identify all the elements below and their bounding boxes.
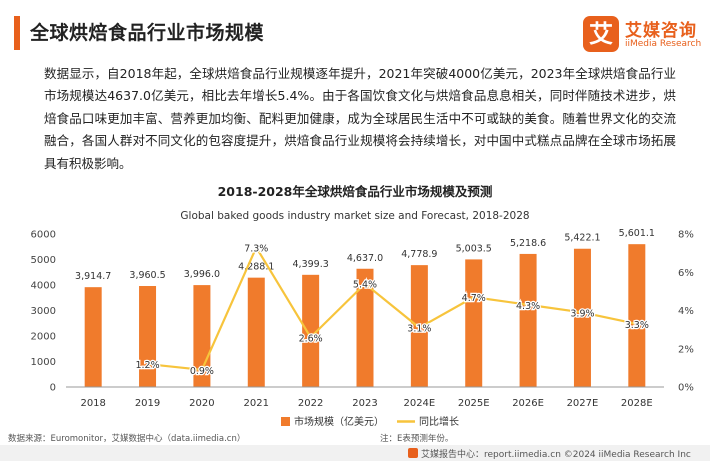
market-size-chart: 2018-2028年全球烘焙食品行业市场规模及预测 Global baked g… bbox=[31, 184, 694, 428]
brand-icon bbox=[408, 448, 418, 458]
growth-value-label: 7.3% bbox=[244, 243, 268, 254]
bar-value-label: 4,778.9 bbox=[401, 249, 437, 260]
growth-value-label: 1.2% bbox=[135, 360, 159, 371]
bar-2026E bbox=[519, 253, 537, 387]
x-axis-tick-label: 2019 bbox=[135, 398, 160, 409]
bar-value-label: 3,914.7 bbox=[75, 271, 111, 282]
logo-mark-icon: 艾 bbox=[583, 16, 619, 52]
left-axis-tick-label: 4000 bbox=[31, 281, 56, 292]
bar-2022 bbox=[302, 274, 320, 387]
chart-subtitle: Global baked goods industry market size … bbox=[180, 210, 529, 222]
growth-value-label: 5.4% bbox=[353, 280, 377, 291]
bar-2023 bbox=[356, 268, 374, 387]
bar-value-label: 3,960.5 bbox=[129, 270, 165, 281]
x-axis-tick-label: 2022 bbox=[298, 398, 323, 409]
x-axis-tick-label: 2021 bbox=[244, 398, 269, 409]
growth-value-label: 3.1% bbox=[407, 324, 431, 335]
right-axis: 0% 2% 4% 6% 8% bbox=[678, 230, 694, 394]
legend-bar-label: 市场规模（亿美元） bbox=[294, 415, 384, 428]
bar-value-label: 5,003.5 bbox=[456, 243, 492, 254]
x-axis-tick-label: 2020 bbox=[189, 398, 214, 409]
title-accent-bar bbox=[14, 16, 20, 50]
growth-line bbox=[147, 246, 638, 371]
growth-value-label: 3.3% bbox=[625, 320, 649, 331]
bar-2018 bbox=[84, 287, 102, 387]
x-axis-tick-label: 2028E bbox=[621, 398, 653, 409]
growth-value-label: 4.7% bbox=[462, 293, 486, 304]
brand-logo: 艾 艾媒咨询 iiMedia Research bbox=[583, 14, 703, 58]
bar-value-label: 4,637.0 bbox=[347, 253, 383, 264]
bar-2027E bbox=[573, 248, 591, 387]
x-axis-tick-label: 2025E bbox=[458, 398, 490, 409]
growth-value-label: 0.9% bbox=[190, 366, 214, 377]
growth-value-label: 4.3% bbox=[516, 301, 540, 312]
right-axis-tick-label: 0% bbox=[678, 383, 694, 394]
left-axis-tick-label: 2000 bbox=[31, 332, 56, 343]
bar-2024E bbox=[410, 265, 428, 387]
footer-bar bbox=[0, 445, 710, 461]
right-axis-tick-label: 8% bbox=[678, 230, 694, 241]
left-axis: 0 1000 2000 3000 4000 5000 6000 bbox=[31, 230, 56, 394]
growth-value-label: 2.6% bbox=[299, 333, 323, 344]
data-source: 数据来源：Euromonitor，艾媒数据中心（data.iimedia.cn） bbox=[8, 434, 246, 444]
bar-value-label: 5,422.1 bbox=[564, 233, 600, 244]
x-axis: 2018 2019 2020 2021 2022 2023 2024E 2025E 2026E 2… bbox=[66, 386, 664, 409]
x-axis-tick-label: 2026E bbox=[512, 398, 544, 409]
legend-line-label: 同比增长 bbox=[419, 415, 459, 428]
left-axis-tick-label: 0 bbox=[50, 383, 56, 394]
description-paragraph: 数据显示，自2018年起，全球烘焙食品行业规模逐年提升，2021年突破4000亿… bbox=[44, 66, 676, 171]
legend: 市场规模（亿美元） 同比增长 bbox=[281, 415, 459, 428]
footer-brand: 艾媒报告中心：report.iimedia.cn ©2024 iiMedia R… bbox=[408, 447, 691, 460]
bar-value-label: 3,996.0 bbox=[184, 269, 220, 280]
right-axis-tick-label: 6% bbox=[678, 268, 694, 279]
left-axis-tick-label: 5000 bbox=[31, 255, 56, 266]
bar-2021 bbox=[247, 277, 265, 387]
bar-value-label: 4,399.3 bbox=[293, 259, 329, 270]
x-axis-tick-label: 2027E bbox=[567, 398, 599, 409]
footer-brand-text: 艾媒报告中心：report.iimedia.cn ©2024 iiMedia R… bbox=[421, 450, 691, 460]
bar-value-label: 5,218.6 bbox=[510, 238, 546, 249]
bar-value-label: 5,601.1 bbox=[619, 228, 655, 239]
legend-bar-swatch bbox=[281, 417, 290, 426]
left-axis-tick-label: 6000 bbox=[31, 230, 56, 241]
left-axis-tick-label: 1000 bbox=[31, 357, 56, 368]
footnote: 注：E表预测年份。 bbox=[380, 434, 454, 444]
x-axis-tick-label: 2024E bbox=[403, 398, 435, 409]
right-axis-tick-label: 2% bbox=[678, 344, 694, 355]
chart-title: 2018-2028年全球烘焙食品行业市场规模及预测 bbox=[218, 184, 493, 199]
bar-2028E bbox=[628, 244, 646, 387]
growth-value-label: 3.9% bbox=[570, 308, 594, 319]
page-title: 全球烘焙食品行业市场规模 bbox=[30, 22, 265, 44]
bar-2019 bbox=[139, 286, 157, 387]
right-axis-tick-label: 4% bbox=[678, 306, 694, 317]
x-axis-tick-label: 2023 bbox=[352, 398, 377, 409]
logo-text-cn: 艾媒咨询 bbox=[625, 21, 697, 41]
line-series: 1.2% 0.9% 7.3% 2.6% 5.4% 3.1% 4.7% 4.3% 3.9% 3.3% bbox=[134, 242, 650, 378]
bar-series: 3,914.7 3,960.5 3,996.0 4,288.1 4,399.3 4,637… bbox=[75, 228, 655, 387]
left-axis-tick-label: 3000 bbox=[31, 306, 56, 317]
bar-value-label: 4,288.1 bbox=[238, 262, 274, 273]
bar-2025E bbox=[465, 259, 483, 387]
x-axis-tick-label: 2018 bbox=[80, 398, 105, 409]
logo-text-en: iiMedia Research bbox=[625, 39, 702, 49]
